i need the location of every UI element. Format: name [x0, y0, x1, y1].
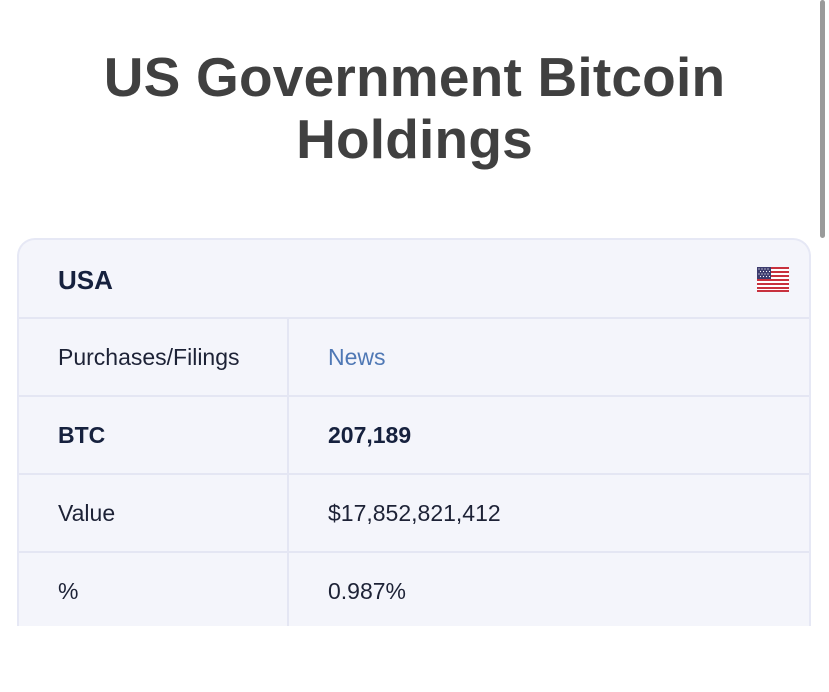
holdings-card: USA Purchases/Filings [17, 238, 811, 626]
row-label: Value [19, 475, 289, 551]
table-row-purchases: Purchases/Filings News [19, 319, 809, 397]
country-name: USA [58, 265, 113, 295]
usd-value: $17,852,821,412 [328, 499, 501, 526]
us-flag-icon [757, 267, 789, 292]
card-header: USA [19, 240, 809, 319]
row-label: BTC [19, 397, 289, 473]
table-row-value: Value $17,852,821,412 [19, 475, 809, 553]
news-link[interactable]: News [328, 343, 386, 370]
table-row-percent: % 0.987% [19, 553, 809, 626]
table-row-btc: BTC 207,189 [19, 397, 809, 475]
page-title: US Government Bitcoin Holdings [103, 46, 726, 170]
row-label: Purchases/Filings [19, 319, 289, 395]
btc-amount: 207,189 [328, 421, 412, 448]
scrollbar[interactable] [820, 0, 825, 238]
percent-value: 0.987% [328, 577, 407, 604]
row-label: % [19, 553, 289, 626]
